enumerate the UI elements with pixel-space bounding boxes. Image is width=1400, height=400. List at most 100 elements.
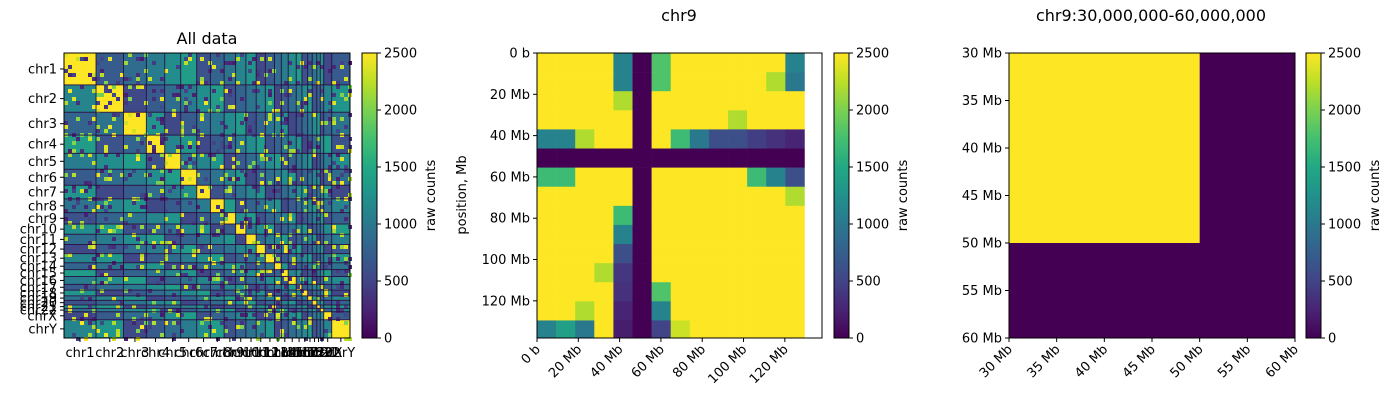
heatmap-speckle (248, 129, 252, 133)
heatmap-speckle (96, 109, 100, 113)
inter-chromosome-block (274, 269, 282, 277)
heatmap-speckle (116, 153, 120, 157)
heatmap-speckle (180, 313, 184, 317)
y-tick-label: chrY (28, 322, 57, 337)
inter-chromosome-block (296, 304, 303, 309)
heatmap-speckle (128, 85, 132, 89)
heatmap-cell (747, 244, 767, 264)
heatmap-cell (766, 244, 786, 264)
heatmap-speckle (192, 265, 196, 269)
heatmap-speckle (240, 293, 244, 297)
inter-chromosome-block (224, 153, 236, 170)
heatmap-speckle (220, 141, 224, 145)
heatmap-speckle (332, 101, 336, 105)
heatmap-speckle (96, 253, 100, 257)
heatmap-speckle (76, 137, 80, 141)
heatmap-cell (766, 167, 786, 188)
heatmap-speckle (248, 297, 252, 301)
inter-chromosome-block (307, 185, 313, 200)
heatmap-speckle (96, 173, 100, 177)
heatmap-speckle (292, 189, 296, 193)
inter-chromosome-block (307, 253, 313, 263)
heatmap-speckle (260, 269, 264, 273)
inter-chromosome-block (64, 276, 97, 285)
inter-chromosome-block (296, 290, 303, 297)
heatmap-speckle (344, 125, 348, 129)
heatmap-cell (689, 320, 710, 339)
inter-chromosome-block (265, 276, 275, 285)
y-tick-label: chr5 (28, 155, 57, 170)
colorbar-tick-label: 1500 (856, 161, 889, 176)
heatmap-speckle (96, 229, 100, 233)
inter-chromosome-block (323, 198, 332, 213)
heatmap-speckle (160, 89, 164, 93)
heatmap-speckle (156, 281, 160, 285)
x-tick-label: chr6 (174, 346, 203, 361)
colorbar-tick-label: 1000 (856, 218, 889, 233)
inter-chromosome-block (180, 153, 197, 170)
inter-chromosome-block (288, 262, 297, 270)
heatmap-speckle (228, 137, 232, 141)
inter-chromosome-block (296, 112, 303, 136)
y-tick-label: chr1 (28, 62, 57, 77)
inter-chromosome-block (96, 234, 124, 245)
inter-chromosome-block (96, 244, 124, 254)
inter-chromosome-block (331, 234, 351, 245)
heatmap-speckle (136, 245, 140, 249)
inter-chromosome-block (196, 290, 211, 297)
heatmap-speckle (184, 285, 188, 289)
inter-chromosome-block (224, 262, 236, 270)
heatmap-speckle (308, 193, 312, 197)
heatmap-speckle (128, 77, 132, 81)
inter-chromosome-block (196, 84, 211, 113)
heatmap-speckle (80, 221, 84, 225)
inter-chromosome-block (96, 308, 124, 312)
inter-chromosome-block (312, 244, 318, 254)
heatmap-speckle (172, 185, 176, 189)
x-tick-label: 45 Mb (1120, 342, 1159, 381)
inter-chromosome-block (235, 304, 247, 309)
inter-chromosome-block (288, 304, 297, 309)
heatmap-speckle (316, 217, 320, 221)
heatmap-speckle (252, 325, 256, 329)
heatmap-speckle (328, 257, 332, 261)
heatmap-speckle (280, 113, 284, 117)
inter-chromosome-block (196, 269, 211, 277)
heatmap-speckle (84, 337, 88, 341)
heatmap-speckle (80, 57, 84, 61)
heatmap-cell (785, 91, 805, 111)
heatmap-speckle (148, 317, 152, 321)
inter-chromosome-block (265, 300, 275, 306)
inter-chromosome-block (301, 304, 308, 309)
heatmap-speckle (196, 285, 200, 289)
inter-chromosome-block (320, 262, 324, 270)
heatmap-cell (556, 53, 576, 73)
inter-chromosome-block (245, 276, 257, 285)
heatmap-speckle (116, 313, 120, 317)
heatmap-cell (708, 244, 729, 264)
heatmap-speckle (324, 121, 328, 125)
heatmap-speckle (252, 161, 256, 165)
heatmap-speckle (68, 89, 72, 93)
heatmap-speckle (180, 273, 184, 277)
inter-chromosome-block (256, 304, 266, 309)
heatmap-cell (613, 129, 633, 149)
x-tick-label: 100 Mb (706, 342, 751, 387)
inter-chromosome-block (256, 295, 266, 301)
heatmap-speckle (204, 177, 208, 181)
heatmap-speckle (124, 145, 128, 149)
inter-chromosome-block (96, 300, 124, 306)
heatmap-speckle (88, 297, 92, 301)
inter-chromosome-block (265, 244, 275, 254)
inter-chromosome-block (164, 112, 181, 136)
heatmap-cell (670, 205, 691, 226)
heatmap-speckle (296, 65, 300, 69)
heatmap-speckle (320, 209, 324, 213)
inter-chromosome-block (288, 244, 297, 254)
inter-chromosome-block (210, 253, 225, 263)
heatmap-speckle (188, 53, 192, 57)
inter-chromosome-block (146, 311, 165, 320)
heatmap-speckle (140, 85, 144, 89)
heatmap-cell (766, 53, 786, 73)
heatmap-speckle (252, 121, 256, 125)
